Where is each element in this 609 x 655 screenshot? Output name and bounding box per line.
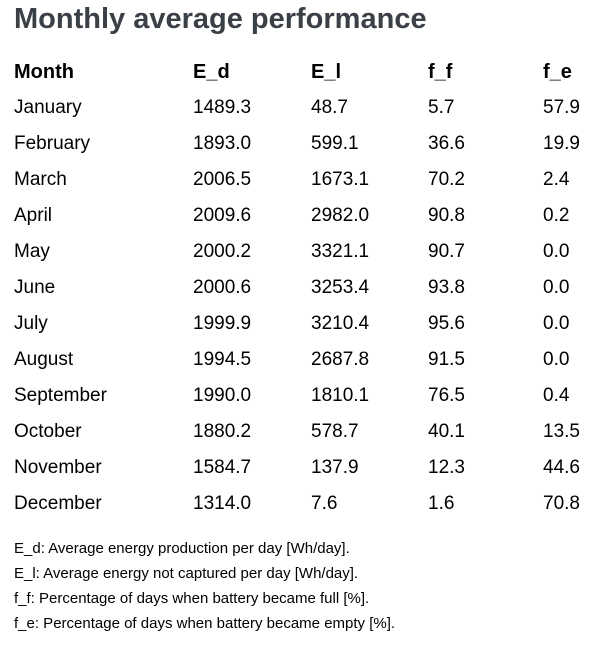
value-cell: 12.3 (428, 457, 465, 478)
value-cell: 70.2 (428, 169, 465, 190)
value-cell: 3210.4 (311, 313, 370, 334)
table-header: Month E_d E_l f_f f_e (14, 54, 595, 90)
table-row: December 1314.0 7.6 1.6 70.8 (14, 486, 595, 522)
month-cell: August (14, 349, 74, 370)
month-cell: January (14, 97, 82, 118)
month-cell: September (14, 385, 107, 406)
footnote-line: f_e: Percentage of days when battery bec… (14, 615, 396, 632)
column-header-month: Month (14, 61, 74, 83)
value-cell: 1584.7 (193, 457, 252, 478)
value-cell: 1810.1 (311, 385, 370, 406)
table-row: October 1880.2 578.7 40.1 13.5 (14, 414, 595, 450)
table-row: April 2009.6 2982.0 90.8 0.2 (14, 198, 595, 234)
column-header-ed: E_d (193, 61, 230, 83)
value-cell: 70.8 (543, 493, 580, 514)
value-cell: 3321.1 (311, 241, 370, 262)
table-row: November 1584.7 137.9 12.3 44.6 (14, 450, 595, 486)
value-cell: 0.0 (543, 349, 570, 370)
value-cell: 0.4 (543, 385, 570, 406)
column-header-ff: f_f (428, 61, 453, 83)
value-cell: 36.6 (428, 133, 465, 154)
value-cell: 1673.1 (311, 169, 370, 190)
column-header-fe: f_e (543, 61, 572, 83)
month-cell: December (14, 493, 102, 514)
value-cell: 44.6 (543, 457, 580, 478)
value-cell: 3253.4 (311, 277, 370, 298)
footnote-line: E_l: Average energy not captured per day… (14, 565, 359, 582)
table-row: January 1489.3 48.7 5.7 57.9 (14, 90, 595, 126)
value-cell: 0.0 (543, 313, 570, 334)
table-row: August 1994.5 2687.8 91.5 0.0 (14, 342, 595, 378)
footnotes: E_d: Average energy production per day [… (14, 536, 595, 636)
table-row: June 2000.6 3253.4 93.8 0.0 (14, 270, 595, 306)
month-cell: March (14, 169, 67, 190)
table-body: January 1489.3 48.7 5.7 57.9 February 1893.0 59… (14, 90, 595, 522)
table-row: May 2000.2 3321.1 90.7 0.0 (14, 234, 595, 270)
table-row: March 2006.5 1673.1 70.2 2.4 (14, 162, 595, 198)
monthly-performance-table: Month E_d E_l f_f f_e January 1489.3 48.7 5… (14, 54, 595, 522)
month-cell: February (14, 133, 91, 154)
table-row: September 1990.0 1810.1 76.5 0.4 (14, 378, 595, 414)
footnote-line: f_f: Percentage of days when battery bec… (14, 590, 370, 607)
value-cell: 1314.0 (193, 493, 252, 514)
value-cell: 1999.9 (193, 313, 252, 334)
value-cell: 1994.5 (193, 349, 252, 370)
value-cell: 1880.2 (193, 421, 252, 442)
value-cell: 5.7 (428, 97, 455, 118)
value-cell: 2000.6 (193, 277, 252, 298)
value-cell: 0.2 (543, 205, 570, 226)
month-cell: June (14, 277, 56, 298)
value-cell: 90.8 (428, 205, 465, 226)
column-header-el: E_l (311, 61, 342, 83)
value-cell: 91.5 (428, 349, 465, 370)
month-cell: April (14, 205, 53, 226)
value-cell: 76.5 (428, 385, 465, 406)
month-cell: May (14, 241, 50, 262)
value-cell: 0.0 (543, 241, 570, 262)
table-row: July 1999.9 3210.4 95.6 0.0 (14, 306, 595, 342)
value-cell: 48.7 (311, 97, 348, 118)
footnote-line: E_d: Average energy production per day [… (14, 540, 350, 557)
value-cell: 1990.0 (193, 385, 252, 406)
value-cell: 93.8 (428, 277, 465, 298)
value-cell: 13.5 (543, 421, 580, 442)
value-cell: 57.9 (543, 97, 580, 118)
value-cell: 90.7 (428, 241, 465, 262)
month-cell: November (14, 457, 102, 478)
value-cell: 2009.6 (193, 205, 252, 226)
month-cell: October (14, 421, 82, 442)
value-cell: 0.0 (543, 277, 570, 298)
value-cell: 2687.8 (311, 349, 370, 370)
table-row: February 1893.0 599.1 36.6 19.9 (14, 126, 595, 162)
value-cell: 137.9 (311, 457, 359, 478)
value-cell: 1893.0 (193, 133, 252, 154)
value-cell: 1489.3 (193, 97, 252, 118)
value-cell: 578.7 (311, 421, 359, 442)
value-cell: 19.9 (543, 133, 580, 154)
value-cell: 2006.5 (193, 169, 252, 190)
month-cell: July (14, 313, 48, 334)
value-cell: 2.4 (543, 169, 570, 190)
value-cell: 7.6 (311, 493, 338, 514)
value-cell: 95.6 (428, 313, 465, 334)
value-cell: 599.1 (311, 133, 359, 154)
value-cell: 40.1 (428, 421, 465, 442)
value-cell: 1.6 (428, 493, 455, 514)
value-cell: 2982.0 (311, 205, 370, 226)
table-header-row: Month E_d E_l f_f f_e (14, 54, 595, 90)
value-cell: 2000.2 (193, 241, 252, 262)
section-title: Monthly average performance (14, 3, 427, 35)
